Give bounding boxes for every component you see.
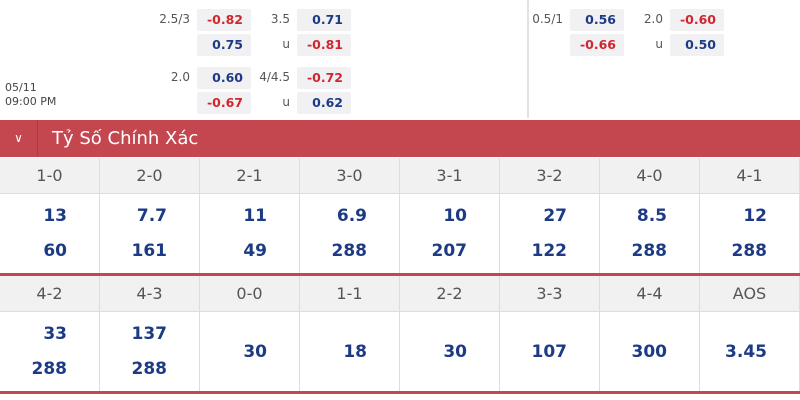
odds-value[interactable]: 49 [243, 241, 267, 262]
odds-button[interactable]: 0.71 [297, 9, 351, 31]
odds-value[interactable]: 207 [431, 241, 468, 262]
odds-value[interactable]: 18 [343, 341, 367, 362]
score-table: 4-2 4-3 0-0 1-1 2-2 3-3 4-4 AOS 33 288 137 288 30 18 3… [0, 276, 800, 391]
score-odds-cell: 3.45 [700, 312, 800, 391]
score-label: 3-3 [500, 276, 600, 312]
score-odds-cell: 30 [200, 312, 300, 391]
under-label: u [282, 37, 290, 51]
score-odds-cell: 12 288 [700, 194, 800, 273]
score-label: 3-1 [400, 158, 500, 194]
odds-button[interactable]: -0.67 [197, 92, 251, 114]
odds-value[interactable]: 107 [531, 341, 568, 362]
score-odds-cell: 33 288 [0, 312, 100, 391]
odds-value[interactable]: 13 [43, 205, 67, 226]
odds-value[interactable]: 8.5 [636, 205, 667, 226]
under-label: u [282, 95, 290, 109]
score-label: 0-0 [200, 276, 300, 312]
row-separator [0, 273, 800, 276]
score-label: 4-4 [600, 276, 700, 312]
score-label: 3-2 [500, 158, 600, 194]
score-odds-cell: 6.9 288 [300, 194, 400, 273]
handicap-line: 0.5/1 [532, 12, 563, 26]
score-label: 2-1 [200, 158, 300, 194]
score-odds-cell: 300 [600, 312, 700, 391]
score-label: 1-0 [0, 158, 100, 194]
score-label: 2-0 [100, 158, 200, 194]
section-title: Tỷ Số Chính Xác [52, 128, 199, 149]
odds-value[interactable]: 288 [31, 359, 68, 380]
total-line: 3.5 [270, 12, 290, 26]
odds-value[interactable]: 288 [131, 359, 168, 380]
odds-value[interactable]: 288 [331, 241, 368, 262]
score-odds-cell: 10 207 [400, 194, 500, 273]
odds-value[interactable]: 10 [443, 205, 467, 226]
odds-button[interactable]: 0.50 [670, 34, 724, 56]
odds-value[interactable]: 11 [243, 205, 267, 226]
chevron-down-icon[interactable]: ∨ [0, 120, 38, 157]
score-label: AOS [700, 276, 800, 312]
score-odds-cell: 13 60 [0, 194, 100, 273]
odds-value[interactable]: 288 [731, 241, 768, 262]
odds-value[interactable]: 27 [543, 205, 567, 226]
row-separator [0, 391, 800, 394]
odds-button[interactable]: -0.60 [670, 9, 724, 31]
odds-value[interactable]: 6.9 [336, 205, 367, 226]
score-label: 1-1 [300, 276, 400, 312]
score-odds-cell: 8.5 288 [600, 194, 700, 273]
total-line: 2.0 [643, 12, 663, 26]
score-label: 4-1 [700, 158, 800, 194]
match-date: 05/11 [5, 81, 37, 94]
total-line: 4/4.5 [259, 70, 290, 84]
odds-button[interactable]: 0.56 [570, 9, 624, 31]
odds-value[interactable]: 300 [631, 341, 668, 362]
odds-value[interactable]: 3.45 [725, 341, 767, 362]
score-label: 4-3 [100, 276, 200, 312]
odds-value[interactable]: 30 [443, 341, 467, 362]
odds-value[interactable]: 161 [131, 241, 168, 262]
score-odds-cell: 7.7 161 [100, 194, 200, 273]
odds-button[interactable]: -0.66 [570, 34, 624, 56]
odds-value[interactable]: 122 [531, 241, 568, 262]
odds-value[interactable]: 30 [243, 341, 267, 362]
score-label: 2-2 [400, 276, 500, 312]
odds-button[interactable]: 0.60 [197, 67, 251, 89]
score-label: 4-2 [0, 276, 100, 312]
score-label: 4-0 [600, 158, 700, 194]
section-header[interactable]: ∨ Tỷ Số Chính Xác [0, 120, 800, 157]
odds-value[interactable]: 137 [131, 323, 168, 344]
handicap-line: 2.0 [170, 70, 190, 84]
odds-value[interactable]: 12 [743, 205, 767, 226]
odds-button[interactable]: -0.81 [297, 34, 351, 56]
odds-value[interactable]: 7.7 [136, 205, 167, 226]
score-odds-cell: 11 49 [200, 194, 300, 273]
score-odds-cell: 137 288 [100, 312, 200, 391]
odds-value[interactable]: 60 [43, 241, 67, 262]
score-odds-cell: 18 [300, 312, 400, 391]
odds-value[interactable]: 33 [43, 323, 67, 344]
odds-value[interactable]: 288 [631, 241, 668, 262]
odds-button[interactable]: 0.62 [297, 92, 351, 114]
match-time: 09:00 PM [5, 95, 57, 108]
score-odds-cell: 27 122 [500, 194, 600, 273]
score-label: 3-0 [300, 158, 400, 194]
score-table: 1-0 2-0 2-1 3-0 3-1 3-2 4-0 4-1 13 60 7.7 161 11 49 6.… [0, 158, 800, 273]
score-odds-cell: 107 [500, 312, 600, 391]
odds-button[interactable]: -0.72 [297, 67, 351, 89]
column-divider [527, 0, 529, 118]
under-label: u [655, 37, 663, 51]
odds-button[interactable]: -0.82 [197, 9, 251, 31]
handicap-line: 2.5/3 [159, 12, 190, 26]
score-odds-cell: 30 [400, 312, 500, 391]
odds-button[interactable]: 0.75 [197, 34, 251, 56]
